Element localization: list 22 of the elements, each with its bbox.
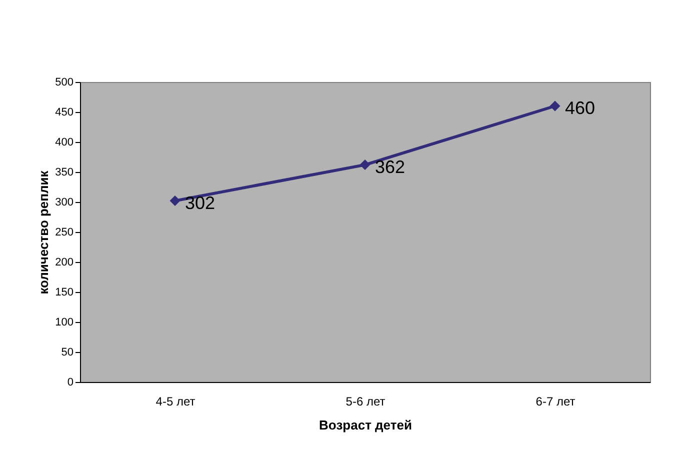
y-tick-label: 50 (61, 346, 74, 358)
x-tick-label: 6-7 лет (536, 394, 576, 408)
point (360, 160, 370, 170)
y-tick-label: 500 (55, 76, 74, 88)
data-label: 362 (375, 156, 406, 177)
y-tick-label: 100 (55, 316, 74, 328)
y-tick-label: 250 (55, 226, 74, 238)
x-tick-label: 5-6 лет (346, 394, 386, 408)
point (550, 100, 560, 112)
y-tick-label: 450 (55, 106, 74, 118)
y-tick-label: 350 (55, 166, 74, 178)
y-tick-label: 200 (55, 256, 74, 268)
y-tick-label: 0 (67, 376, 74, 388)
y-tick-label: 300 (55, 196, 74, 208)
point (170, 196, 180, 206)
data-label: 460 (565, 98, 596, 118)
x-tick-label: 4-5 лет (156, 394, 196, 408)
x-axis-title: Возраст детей (319, 418, 412, 432)
data-label: 302 (185, 192, 216, 213)
y-axis-title: количество реплик (36, 170, 52, 294)
y-tick-label: 150 (55, 286, 74, 298)
y-tick-label: 400 (55, 136, 74, 148)
